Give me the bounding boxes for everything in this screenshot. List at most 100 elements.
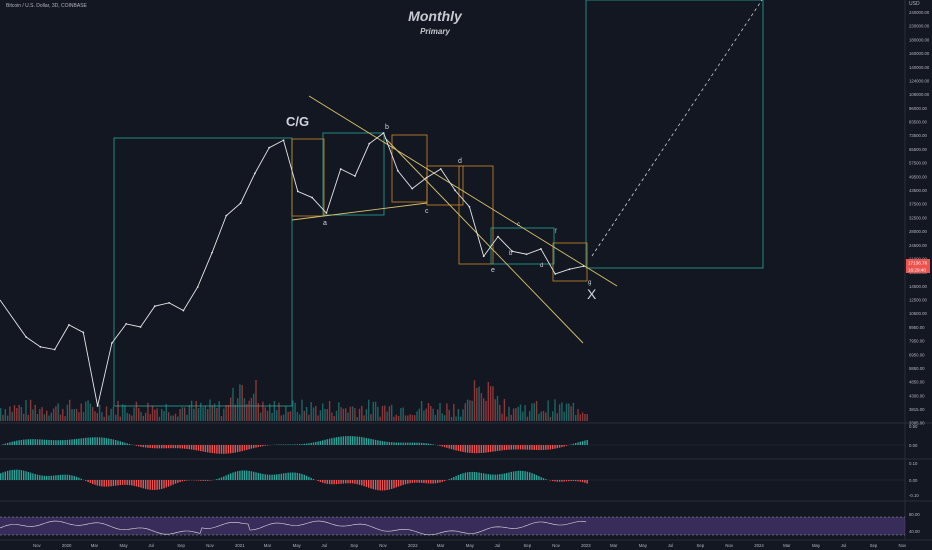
volume-bar (69, 399, 71, 421)
macd2-bar (202, 480, 204, 481)
macd1-bar (64, 440, 66, 445)
macd2-bar (370, 480, 372, 489)
macd2-bar (227, 474, 230, 480)
macd1-bar (144, 445, 147, 448)
macd1-bar (584, 440, 586, 445)
macd2-bar (156, 480, 158, 490)
macd2-bar (586, 480, 588, 484)
macd2-bar (128, 480, 131, 486)
wave-label-cg: C/G (286, 114, 310, 129)
time-tick-label: Jul (841, 543, 847, 548)
macd1-bar (319, 440, 322, 445)
volume-bar (519, 404, 522, 421)
volume-bar (402, 407, 404, 421)
wave-label-b: b (385, 124, 389, 131)
macd2-bar (391, 480, 393, 489)
volume-bar (384, 405, 386, 421)
macd2-tick-label: 0.10 (909, 461, 918, 466)
volume-bar (572, 402, 575, 421)
volume-bar (209, 399, 211, 421)
volume-bar (213, 403, 216, 421)
volume-bar (342, 408, 345, 421)
volume-bar (324, 408, 326, 421)
macd1-bar (483, 445, 485, 453)
volume-bar (197, 408, 200, 421)
volume-bar (563, 411, 565, 421)
volume-bar (71, 409, 73, 421)
macd2-bar (340, 480, 342, 484)
volume-bar (473, 380, 476, 421)
macd1-bar (223, 445, 225, 454)
macd2-bar (379, 480, 381, 491)
price-point (525, 253, 528, 256)
volume-bar (223, 408, 225, 421)
price-tick-label: 4850.00 (909, 380, 925, 385)
macd1-bar (308, 443, 310, 445)
volume-bar (496, 395, 499, 421)
volume-bar (370, 413, 372, 421)
macd1-bar (126, 443, 128, 445)
macd1-bar (561, 445, 563, 448)
macd1-bar (312, 442, 315, 445)
macd1-bar (423, 443, 425, 445)
time-tick-label: May (466, 543, 475, 548)
price-point (382, 132, 385, 134)
volume-bar (154, 409, 156, 421)
macd2-bar (282, 473, 285, 480)
trendline-abc (291, 202, 428, 221)
macd2-bar (243, 470, 246, 480)
price-point (211, 251, 213, 254)
volume-bar (172, 415, 174, 421)
volume-bar (377, 406, 379, 421)
price-point (111, 342, 113, 344)
macd1-bar (294, 444, 296, 445)
volume-bar (13, 405, 16, 421)
macd2-bar (443, 480, 446, 482)
macd1-bar (409, 442, 411, 445)
macd2-bar (126, 480, 128, 485)
macd2-bar (427, 480, 430, 484)
macd1-bar (432, 444, 434, 445)
macd2-bar (48, 475, 50, 480)
price-tick-label: 10500.00 (909, 311, 928, 316)
volume-bar (542, 410, 545, 421)
macd2-bar (411, 480, 414, 483)
macd2-bar (23, 470, 25, 480)
volume-bar (163, 410, 165, 421)
macd2-bar (483, 473, 485, 480)
volume-bar (158, 416, 161, 421)
macd1-bar (418, 442, 420, 445)
macd1-bar (368, 438, 370, 445)
macd2-bar (393, 480, 395, 489)
price-tick-label: 6950.00 (909, 352, 925, 357)
volume-bar (312, 407, 315, 421)
macd2-bar (556, 480, 558, 482)
volume-bar (282, 414, 285, 421)
volume-bar (200, 402, 202, 421)
macd1-bar (4, 443, 6, 445)
price-point (282, 139, 285, 142)
macd1-bar (556, 445, 558, 449)
macd1-bar (200, 445, 202, 452)
volume-bar (227, 404, 230, 421)
volume-bar (565, 403, 568, 421)
volume-bar (441, 413, 443, 421)
macd1-bar (450, 445, 453, 450)
time-tick-label: Nov (725, 543, 733, 548)
macd1-bar (531, 445, 533, 450)
wave-label-f: f (555, 229, 557, 235)
macd1-bar (524, 445, 526, 450)
macd1-bar (547, 445, 549, 450)
volume-bar (409, 414, 411, 421)
volume-bar (89, 403, 92, 421)
volume-bar (262, 401, 264, 421)
macd1-bar (13, 441, 16, 445)
macd2-bar (351, 480, 354, 484)
macd2-bar (253, 471, 255, 480)
macd1-bar (402, 442, 404, 445)
price-point (468, 205, 471, 208)
macd2-bar (149, 480, 151, 490)
macd2-bar (6, 470, 9, 480)
